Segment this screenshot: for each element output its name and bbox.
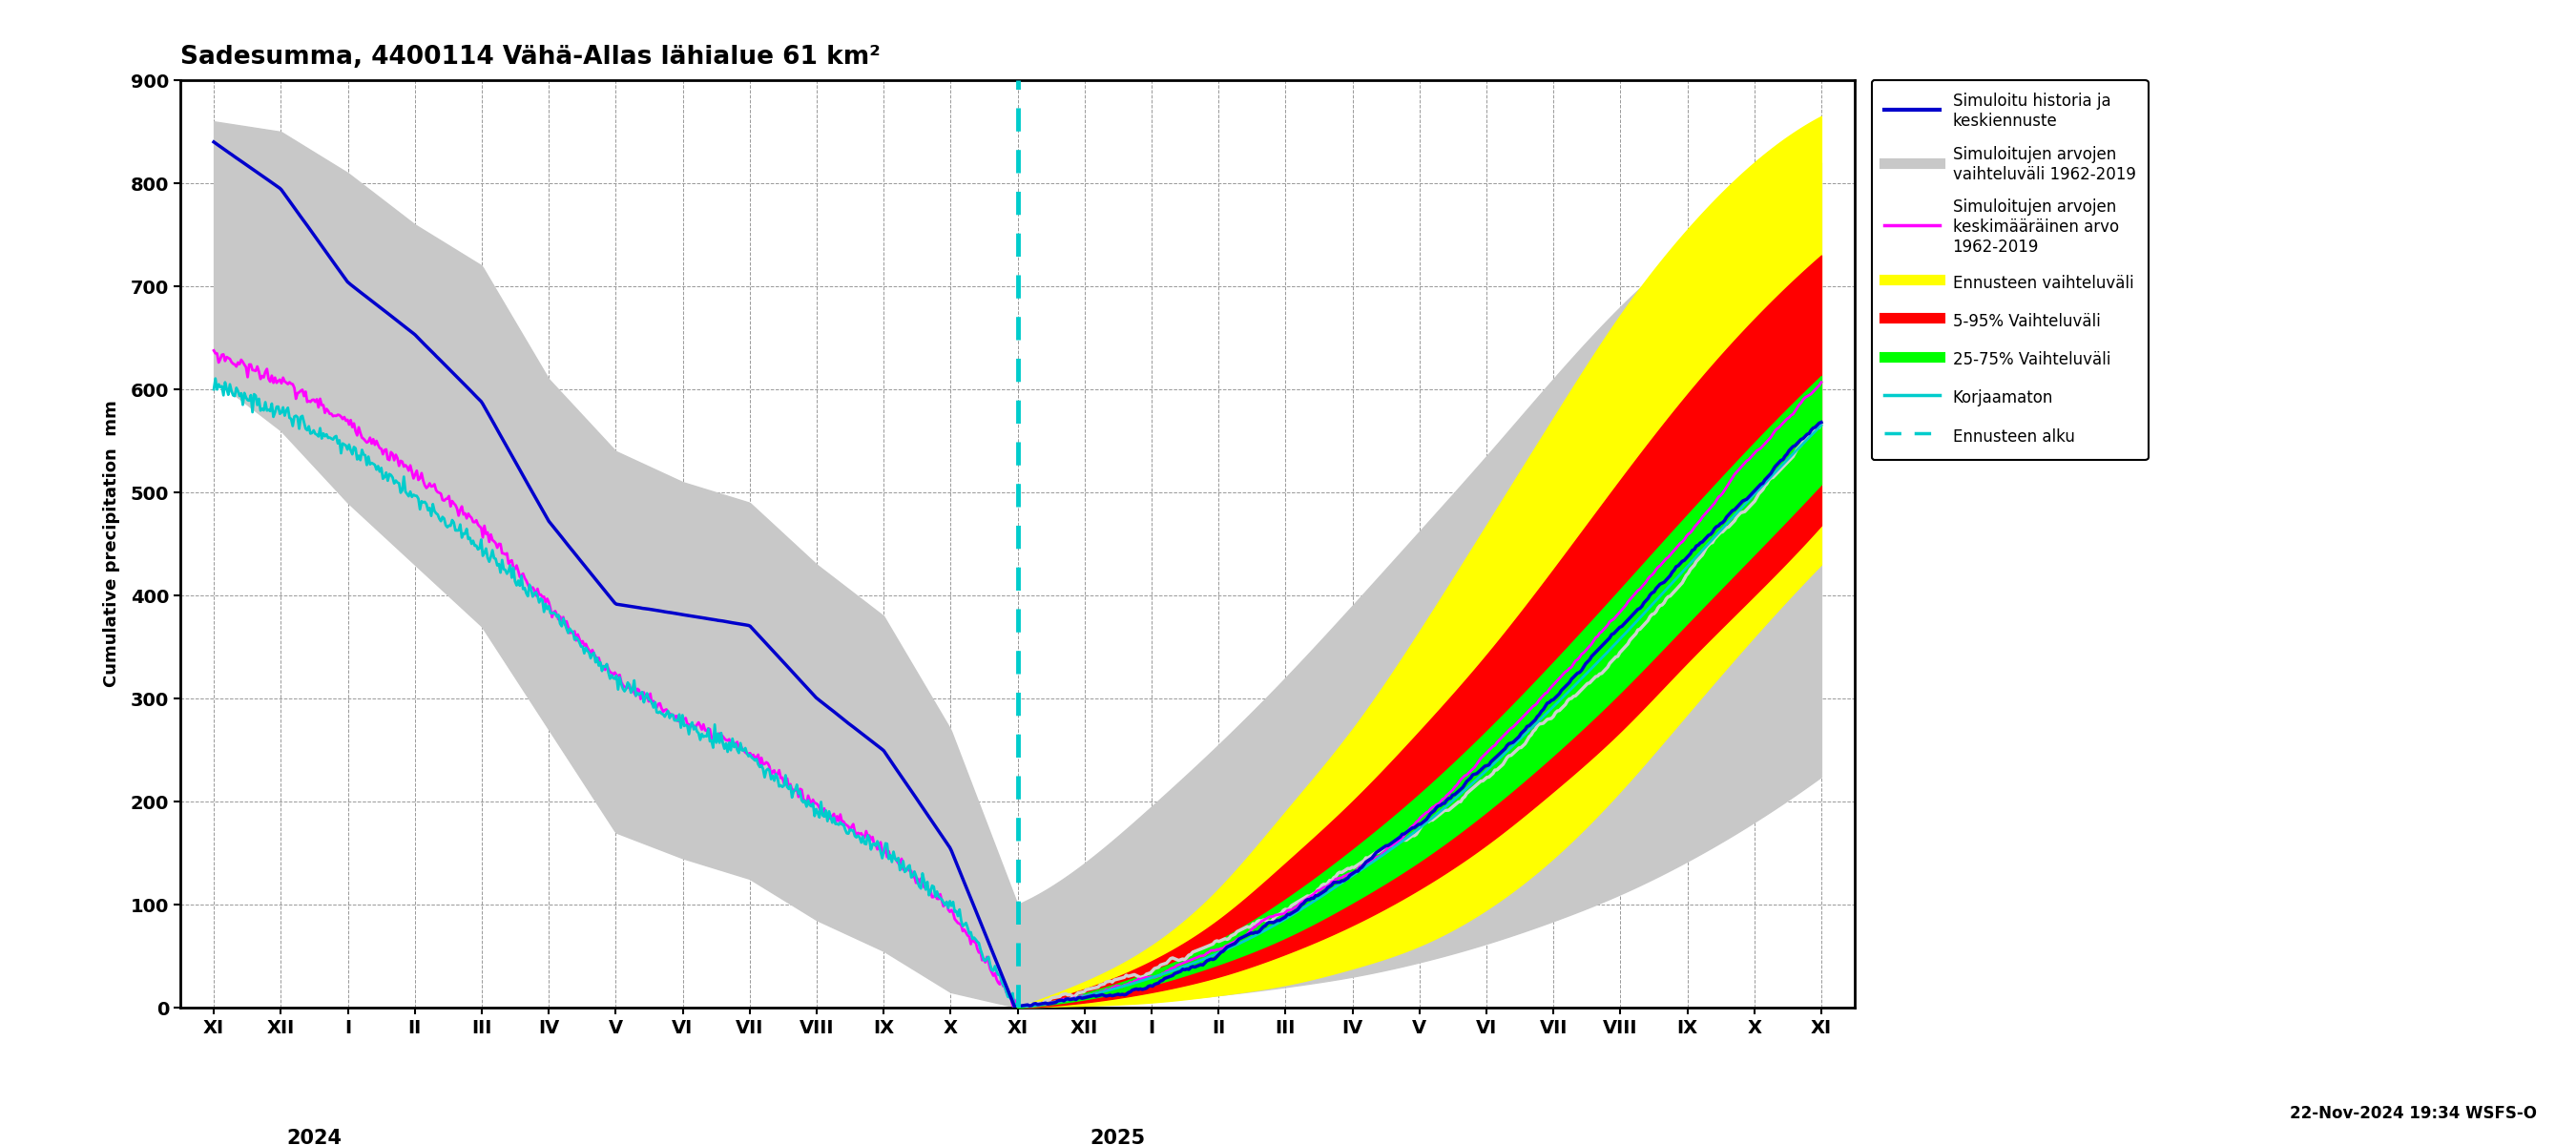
Text: Sadesumma, 4400114 Vähä-Allas lähialue 61 km²: Sadesumma, 4400114 Vähä-Allas lähialue 6… bbox=[180, 45, 881, 70]
Text: 22-Nov-2024 19:34 WSFS-O: 22-Nov-2024 19:34 WSFS-O bbox=[2290, 1105, 2537, 1122]
Text: 2024: 2024 bbox=[286, 1129, 343, 1145]
Legend: Simuloitu historia ja
keskiennuste, Simuloitujen arvojen
vaihteluväli 1962-2019,: Simuloitu historia ja keskiennuste, Simu… bbox=[1870, 80, 2148, 460]
Y-axis label: Cumulative precipitation  mm: Cumulative precipitation mm bbox=[103, 401, 121, 687]
Text: 2025: 2025 bbox=[1090, 1129, 1146, 1145]
